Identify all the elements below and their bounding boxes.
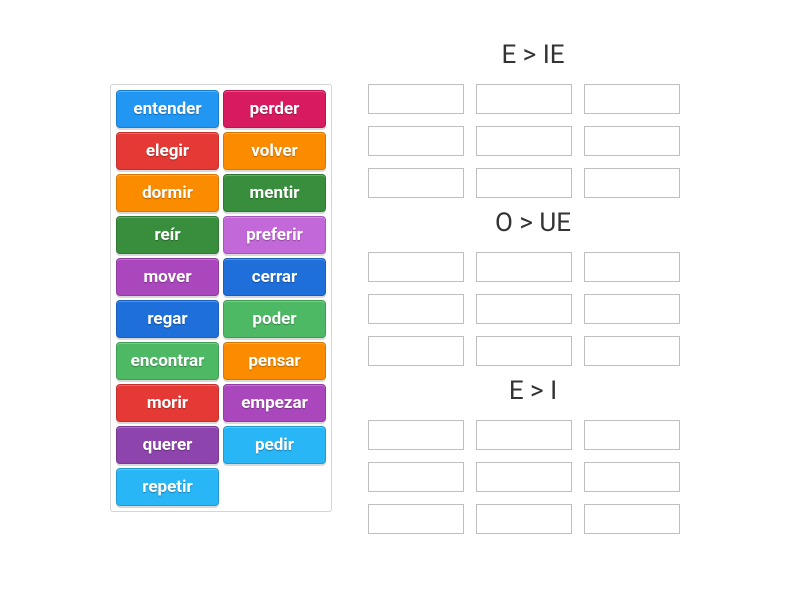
word-tile[interactable]: preferir: [223, 216, 326, 254]
word-bank[interactable]: entenderperderelegirvolverdormirmentirre…: [110, 84, 332, 512]
left-spacer: [0, 0, 110, 600]
drop-slot[interactable]: [584, 84, 680, 114]
drop-slot[interactable]: [584, 168, 680, 198]
word-tile[interactable]: poder: [223, 300, 326, 338]
drop-slot[interactable]: [476, 504, 572, 534]
drop-slot[interactable]: [368, 504, 464, 534]
drop-slot[interactable]: [476, 462, 572, 492]
word-tile[interactable]: elegir: [116, 132, 219, 170]
category-title: E > I: [368, 376, 698, 406]
word-tile[interactable]: perder: [223, 90, 326, 128]
drop-slot[interactable]: [584, 504, 680, 534]
drop-slot[interactable]: [368, 336, 464, 366]
drop-slot[interactable]: [368, 420, 464, 450]
drop-slot[interactable]: [476, 420, 572, 450]
drop-slot[interactable]: [476, 294, 572, 324]
drop-slot[interactable]: [584, 336, 680, 366]
word-tile[interactable]: querer: [116, 426, 219, 464]
category-slot-grid: [368, 84, 698, 198]
word-tile[interactable]: regar: [116, 300, 219, 338]
word-tile[interactable]: pedir: [223, 426, 326, 464]
word-tile[interactable]: empezar: [223, 384, 326, 422]
category-title: O > UE: [368, 208, 698, 238]
drop-slot[interactable]: [476, 168, 572, 198]
word-tile[interactable]: entender: [116, 90, 219, 128]
drop-slot[interactable]: [584, 252, 680, 282]
category-title: E > IE: [368, 40, 698, 70]
word-tile[interactable]: reír: [116, 216, 219, 254]
word-tile[interactable]: cerrar: [223, 258, 326, 296]
word-tile[interactable]: mover: [116, 258, 219, 296]
drop-slot[interactable]: [476, 84, 572, 114]
word-tile[interactable]: repetir: [116, 468, 219, 506]
word-tile[interactable]: morir: [116, 384, 219, 422]
activity-stage: entenderperderelegirvolverdormirmentirre…: [0, 0, 800, 600]
drop-slot[interactable]: [584, 462, 680, 492]
drop-slot[interactable]: [476, 336, 572, 366]
drop-slot[interactable]: [584, 126, 680, 156]
drop-slot[interactable]: [368, 126, 464, 156]
drop-slot[interactable]: [368, 294, 464, 324]
word-tile[interactable]: encontrar: [116, 342, 219, 380]
word-tile[interactable]: volver: [223, 132, 326, 170]
drop-slot[interactable]: [368, 84, 464, 114]
word-tile[interactable]: mentir: [223, 174, 326, 212]
drop-slot[interactable]: [476, 252, 572, 282]
drop-slot[interactable]: [584, 294, 680, 324]
word-tile[interactable]: dormir: [116, 174, 219, 212]
word-tile[interactable]: pensar: [223, 342, 326, 380]
category-slot-grid: [368, 420, 698, 534]
drop-slot[interactable]: [368, 462, 464, 492]
drop-slot[interactable]: [584, 420, 680, 450]
categories-panel: E > IE O > UE E > I: [368, 0, 698, 600]
drop-slot[interactable]: [368, 252, 464, 282]
drop-slot[interactable]: [368, 168, 464, 198]
category-slot-grid: [368, 252, 698, 366]
drop-slot[interactable]: [476, 126, 572, 156]
